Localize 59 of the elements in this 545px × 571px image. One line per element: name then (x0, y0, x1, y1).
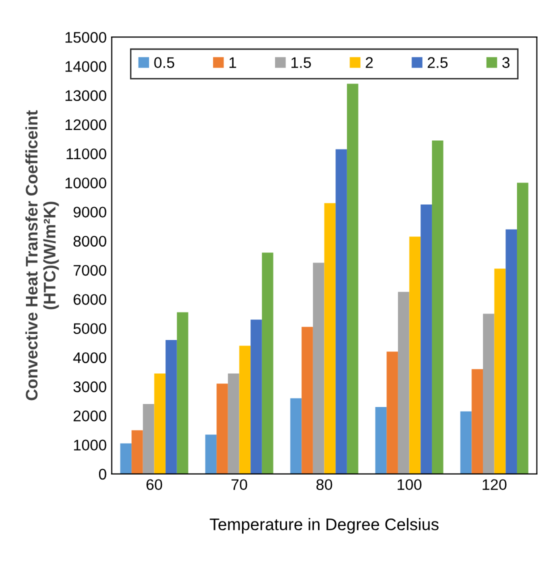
bar (482, 314, 494, 474)
bar (290, 398, 302, 474)
y-tick-label: 10000 (66, 178, 106, 188)
bar (336, 149, 347, 474)
x-tick-label: 70 (232, 479, 248, 490)
bar (250, 320, 262, 474)
y-tick-label: 1000 (74, 440, 106, 450)
y-tick-label: 12000 (66, 119, 106, 130)
bar (132, 430, 143, 474)
bar (262, 252, 274, 474)
bar (205, 434, 217, 474)
bar (516, 182, 528, 474)
y-tick-label: 9000 (74, 206, 106, 218)
bar (420, 204, 432, 474)
y-tick-label: 5000 (73, 323, 106, 334)
legend-label: 1.5 (291, 57, 311, 68)
x-tick-label: 120 (482, 479, 506, 490)
legend-label: 2 (366, 57, 373, 68)
bar (472, 369, 483, 474)
y-tick-label: 0 (98, 468, 106, 480)
x-axis-title: Temperature in Degree Celsius (210, 518, 439, 534)
bar (312, 262, 324, 474)
bar (375, 406, 387, 474)
bar (386, 352, 398, 474)
x-tick-label: 80 (316, 479, 332, 490)
y-tick-label: 4000 (73, 352, 106, 364)
bar (120, 443, 132, 474)
y-axis-title: Convective Heat Transfer Coefficeint (HTC)(W/m²K) (25, 110, 59, 400)
bar (302, 326, 313, 474)
bar (142, 404, 154, 474)
bar (239, 346, 251, 474)
y-tick-label: 8000 (74, 236, 106, 247)
y-tick-label: 2000 (74, 410, 106, 422)
bar (154, 373, 166, 474)
bar (228, 373, 240, 474)
y-tick-label: 15000 (66, 32, 106, 43)
y-tick-label: 14000 (66, 61, 106, 72)
bar (176, 312, 188, 474)
x-tick-label: 100 (398, 479, 422, 490)
bar (460, 411, 472, 474)
legend-label: 0.5 (154, 57, 174, 68)
bar (324, 203, 336, 474)
x-tick-label: 60 (146, 479, 162, 490)
bar (398, 292, 410, 474)
legend-label: 1 (230, 57, 236, 68)
legend-label: 3 (502, 57, 510, 68)
bar (166, 340, 177, 474)
bar (506, 229, 517, 474)
y-tick-label: 6000 (74, 294, 106, 305)
y-tick-label: 7000 (74, 264, 106, 276)
legend-label: 2.5 (428, 57, 448, 68)
bar (216, 384, 228, 474)
bar (409, 236, 421, 474)
bar (346, 84, 358, 474)
y-tick-label: 11000 (66, 148, 106, 160)
bar (432, 140, 444, 474)
y-tick-label: 13000 (66, 90, 106, 102)
bar (494, 268, 506, 474)
y-tick-label: 3000 (73, 381, 106, 392)
